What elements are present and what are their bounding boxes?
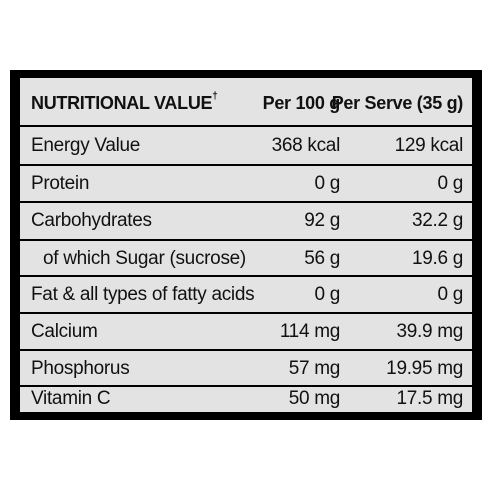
- row-label: Protein: [31, 173, 90, 194]
- row-label: Phosphorus: [31, 358, 130, 379]
- row-divider: [20, 164, 472, 166]
- nutrition-label-frame: NUTRITIONAL VALUE† Per 100 g Per Serve (…: [10, 70, 482, 420]
- row-divider: [20, 275, 472, 277]
- table-header: NUTRITIONAL VALUE† Per 100 g Per Serve (…: [20, 78, 472, 124]
- table-row: Calcium 114 mg 39.9 mg: [20, 314, 472, 350]
- row-divider: [20, 385, 472, 387]
- row-label: Carbohydrates: [31, 210, 152, 231]
- header-per-100g: Per 100 g: [262, 93, 341, 113]
- row-per-serve: 17.5 mg: [396, 388, 463, 409]
- nutrition-table: NUTRITIONAL VALUE† Per 100 g Per Serve (…: [20, 78, 472, 412]
- row-per-100g: 56 g: [304, 248, 340, 269]
- dagger-mark: †: [212, 91, 218, 102]
- header-divider: [20, 125, 472, 127]
- table-row: Carbohydrates 92 g 32.2 g: [20, 203, 472, 239]
- row-per-serve: 19.95 mg: [386, 358, 463, 379]
- row-per-serve: 32.2 g: [411, 210, 463, 231]
- row-per-serve: 0 g: [437, 173, 463, 194]
- row-per-100g: 0 g: [314, 284, 340, 305]
- table-row: Fat & all types of fatty acids 0 g 0 g: [20, 277, 472, 313]
- row-per-serve: 19.6 g: [411, 248, 463, 269]
- header-nutritional-value: NUTRITIONAL VALUE†: [31, 91, 218, 113]
- table-row: Protein 0 g 0 g: [20, 166, 472, 202]
- row-label: Fat & all types of fatty acids: [31, 284, 255, 305]
- row-label: Vitamin C: [31, 388, 111, 409]
- row-label: Calcium: [31, 321, 98, 342]
- row-divider: [20, 349, 472, 351]
- header-per-serve: Per Serve (35 g): [331, 93, 464, 113]
- table-row: Phosphorus 57 mg 19.95 mg: [20, 351, 472, 387]
- row-per-serve: 129 kcal: [394, 135, 464, 156]
- row-divider: [20, 201, 472, 203]
- row-per-100g: 0 g: [314, 173, 340, 194]
- row-label: Energy Value: [31, 135, 141, 156]
- table-row: Vitamin C 50 mg 17.5 mg: [20, 376, 472, 412]
- row-label: of which Sugar (sucrose): [43, 248, 246, 269]
- row-per-serve: 0 g: [437, 284, 463, 305]
- row-per-100g: 368 kcal: [271, 135, 341, 156]
- row-per-100g: 57 mg: [288, 358, 341, 379]
- row-per-100g: 92 g: [304, 210, 340, 231]
- row-divider: [20, 312, 472, 314]
- row-per-100g: 50 mg: [288, 388, 341, 409]
- row-per-serve: 39.9 mg: [396, 321, 463, 342]
- row-per-100g: 114 mg: [279, 321, 340, 342]
- table-row: of which Sugar (sucrose) 56 g 19.6 g: [20, 241, 472, 277]
- table-row: Energy Value 368 kcal 129 kcal: [20, 128, 472, 164]
- row-divider: [20, 239, 472, 241]
